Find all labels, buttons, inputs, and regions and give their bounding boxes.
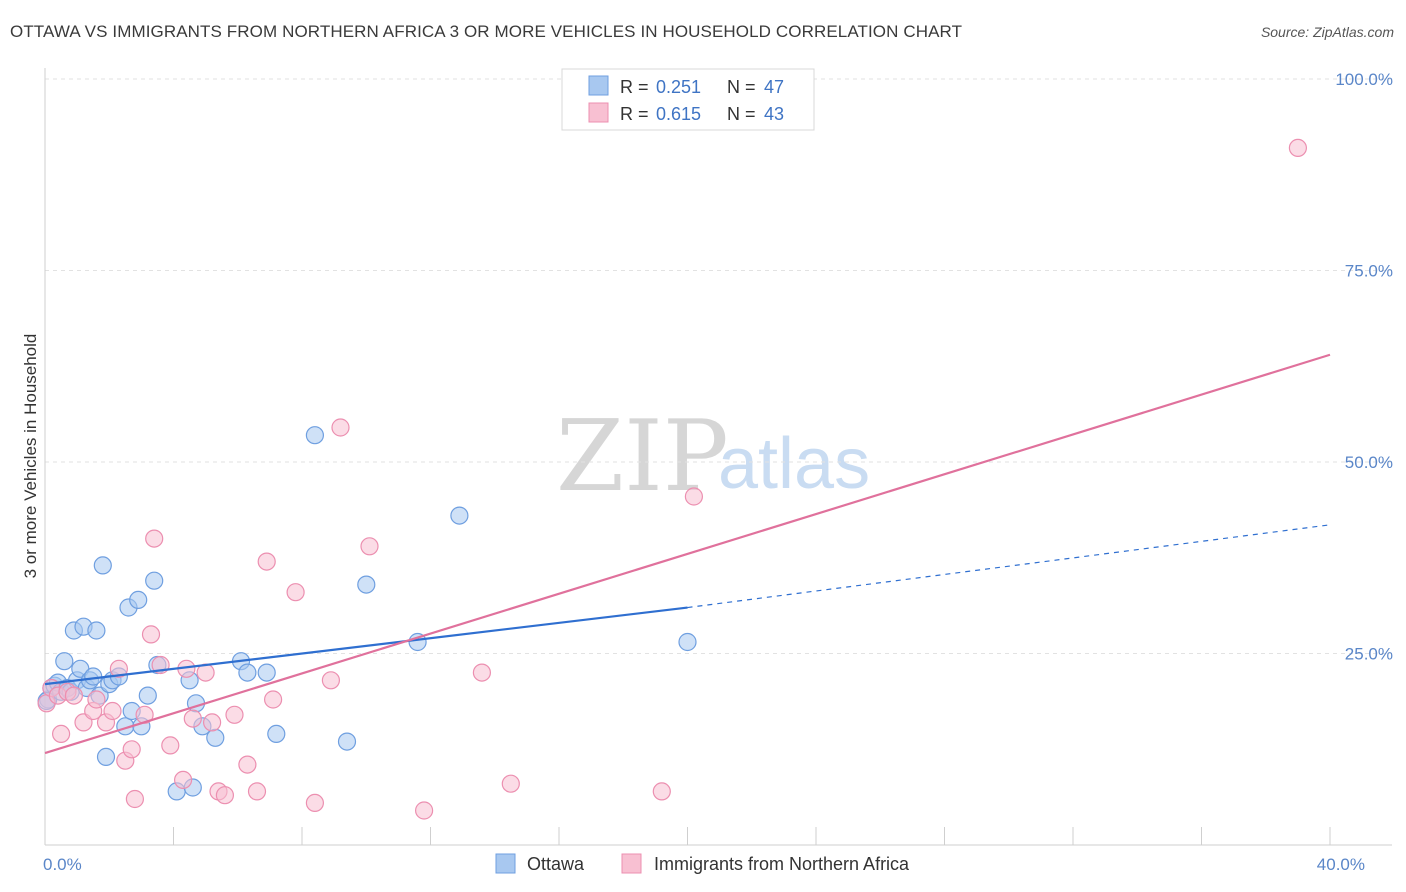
immigrants-point [257,552,276,571]
immigrants-trend-line [44,353,1331,755]
ottawa-point [138,686,157,705]
ottawa-point [129,590,148,610]
ottawa-point [55,652,74,671]
immigrants-point [286,583,305,602]
immigrants-point [103,701,122,721]
legend-n-label: N = [727,77,756,97]
y-axis-label: 3 or more Vehicles in Household [21,334,40,579]
immigrants-point [87,690,106,709]
immigrants-point [247,782,267,801]
immigrants-point [472,663,491,682]
legend-r-label: R = [620,104,649,124]
legend-r-value-ottawa: 0.251 [656,77,701,97]
y-tick-label: 75.0% [1345,262,1393,281]
ottawa-trend-extension [687,524,1331,609]
immigrants-point [305,793,324,813]
immigrants-point [360,537,379,556]
immigrants-point [1288,138,1308,157]
y-tick-label: 25.0% [1345,645,1393,664]
bottom-legend-swatch-ottawa [495,853,516,874]
ottawa-point [93,556,112,575]
ottawa-point [84,667,103,686]
immigrants-point [122,740,141,759]
legend-n-value-immigrants: 43 [764,104,784,124]
immigrants-point [183,709,202,728]
legend-r-label: R = [620,77,649,97]
legend-n-value-ottawa: 47 [764,77,784,97]
immigrants-point [321,671,340,690]
immigrants-point [203,713,222,732]
immigrants-point [145,529,164,548]
bottom-legend-label-ottawa: Ottawa [527,854,585,874]
axes: 25.0% 50.0% 75.0% 100.0% 0.0% 40.0% [43,68,1393,874]
ottawa-point [145,571,164,590]
watermark-atlas: atlas [718,424,870,504]
immigrants-point [238,755,257,774]
immigrants-point [109,659,129,678]
ottawa-point [257,663,276,682]
immigrants-point [501,774,520,793]
immigrants-point [331,418,350,437]
legend: R = 0.251 N = 47 R = 0.615 N = 43 [561,68,815,131]
immigrants-point [215,786,234,805]
immigrants-point [174,770,193,790]
ottawa-point [238,663,257,682]
legend-r-value-immigrants: 0.615 [656,104,701,124]
x-tick-label: 0.0% [43,855,82,874]
ottawa-point [337,732,357,751]
x-tick-label: 40.0% [1317,855,1365,874]
immigrants-point [415,801,434,820]
immigrants-point [161,736,180,755]
ottawa-point [678,632,697,652]
ottawa-point [87,621,106,640]
immigrants-point [652,782,671,801]
ottawa-trend-line [44,606,688,686]
bottom-legend-label-immigrants: Immigrants from Northern Africa [654,854,910,874]
legend-n-label: N = [727,104,756,124]
ottawa-point [305,426,324,445]
ottawa-point [450,506,469,525]
legend-swatch-ottawa [588,75,609,96]
ottawa-point [206,728,225,747]
bottom-legend: Ottawa Immigrants from Northern Africa [495,853,910,874]
source-label: Source: ZipAtlas.com [1260,24,1394,40]
chart-title: OTTAWA VS IMMIGRANTS FROM NORTHERN AFRIC… [10,22,963,41]
ottawa-point [357,575,376,594]
trend-lines [44,353,1331,755]
immigrants-point [684,487,704,506]
ottawa-point [267,724,286,744]
ottawa-point [96,747,116,767]
y-tick-label: 50.0% [1345,453,1393,472]
immigrants-point [225,705,244,724]
immigrants-point [125,789,144,809]
bottom-legend-swatch-immigrants [621,853,642,874]
gridlines [45,78,1392,654]
immigrants-point [51,724,71,744]
immigrants-point [64,686,84,705]
legend-swatch-immigrants [588,102,609,123]
immigrants-point [264,690,283,709]
immigrants-point [141,625,161,644]
y-tick-label: 100.0% [1335,70,1393,89]
